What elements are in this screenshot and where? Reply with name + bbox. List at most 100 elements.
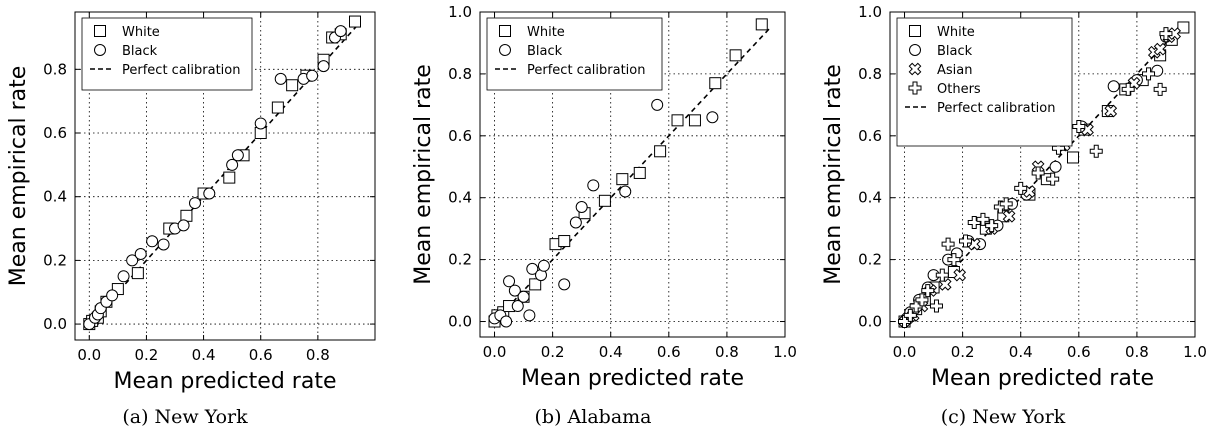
data-point-others	[959, 234, 973, 248]
data-point-asian	[953, 268, 967, 282]
x-tick-label: 0.4	[1009, 343, 1033, 361]
data-point-black	[526, 262, 539, 275]
data-point-others	[915, 293, 929, 307]
x-tick-label: 0.6	[249, 346, 273, 364]
data-point-white	[671, 114, 684, 127]
data-point-black	[134, 248, 147, 261]
data-point-black	[146, 235, 159, 248]
data-point-white	[654, 145, 667, 158]
data-point-white	[349, 15, 361, 28]
panel-caption: (a) New York	[122, 406, 248, 428]
legend-label-asian: Asian	[937, 63, 972, 78]
legend-box	[486, 17, 663, 91]
y-axis-label: Mean empirical rate	[6, 66, 31, 287]
data-point-white	[633, 166, 646, 179]
legend-label-black: Black	[122, 44, 158, 59]
y-tick-label: 0.0	[448, 313, 472, 331]
legend-marker-white	[94, 25, 106, 37]
plot-frame	[889, 11, 1196, 338]
marker-shape	[908, 62, 922, 76]
data-point-black	[189, 197, 201, 210]
data-point-black	[126, 254, 139, 267]
data-point-white	[598, 194, 611, 207]
data-point-black	[706, 111, 719, 124]
legend-label-white: White	[527, 25, 565, 40]
x-tick-label: 1.0	[773, 343, 797, 361]
data-point-others	[941, 237, 955, 251]
legend: White Black Perfect calibration	[486, 17, 663, 91]
x-tick-label: 0.6	[1067, 343, 1091, 361]
data-point-others	[909, 299, 923, 313]
y-tick-label: 0.4	[858, 189, 882, 207]
legend: White Black Asian Others Perfect calibration	[896, 17, 1073, 147]
x-tick-label: 0.2	[541, 343, 565, 361]
x-tick-label: 0.8	[306, 346, 330, 364]
data-point-others	[976, 212, 990, 226]
legend-marker-black	[94, 44, 106, 56]
data-point-white	[709, 77, 722, 90]
data-point-others	[1072, 120, 1086, 134]
data-point-black	[231, 149, 244, 162]
y-tick-label: 0.6	[448, 127, 472, 145]
data-point-black	[203, 187, 216, 200]
legend-label-perfect-calibration: Perfect calibration	[937, 101, 1055, 116]
marker-shape	[1002, 209, 1016, 223]
data-point-others	[929, 299, 943, 313]
legend-box	[81, 17, 253, 91]
legend: White Black Perfect calibration	[81, 17, 253, 91]
data-point-black	[558, 278, 571, 291]
legend-marker-others	[908, 81, 922, 95]
y-tick-label: 0.8	[448, 65, 472, 83]
data-point-others	[999, 197, 1013, 211]
legend-marker-black	[909, 44, 921, 56]
y-tick-label: 0.8	[43, 60, 67, 78]
x-tick-label: 0.8	[715, 343, 739, 361]
data-point-black	[117, 270, 130, 283]
chart-panel-3: 0.0 0.2 0.4 0.6 0.8 1.0 0.0 0.2 0.4 0.6 0.8 1.0 Whit…	[821, 3, 1207, 428]
legend-marker-white	[499, 25, 511, 37]
y-tick-label: 1.0	[858, 3, 882, 21]
y-tick-label: 0.0	[858, 313, 882, 331]
legend-label-white: White	[122, 25, 160, 40]
x-tick-label: 0.0	[483, 343, 507, 361]
data-point-asian	[1002, 209, 1016, 223]
plot-frame	[74, 11, 376, 341]
data-point-black	[619, 185, 632, 198]
x-tick-label: 0.0	[893, 343, 917, 361]
marker-shape	[1168, 27, 1182, 41]
data-point-white	[558, 235, 571, 248]
y-tick-label: 0.2	[43, 251, 67, 269]
x-tick-label: 1.0	[1183, 343, 1207, 361]
y-tick-label: 0.2	[448, 251, 472, 269]
x-tick-label: 0.6	[657, 343, 681, 361]
data-point-black	[587, 179, 600, 192]
data-point-others	[967, 215, 981, 229]
data-point-black	[106, 289, 119, 302]
data-point-others	[903, 308, 917, 322]
data-point-black	[226, 158, 239, 171]
x-tick-label: 0.0	[77, 346, 101, 364]
legend-box	[896, 17, 1073, 147]
y-tick-label: 1.0	[448, 3, 472, 21]
data-point-others	[1153, 82, 1167, 96]
data-point-black	[508, 284, 521, 297]
legend-label-others: Others	[937, 82, 981, 97]
data-point-others	[935, 268, 949, 282]
y-tick-label: 0.4	[43, 188, 67, 206]
y-tick-label: 0.0	[43, 315, 67, 333]
data-point-black	[651, 98, 664, 111]
data-point-white	[529, 278, 542, 291]
data-point-white	[755, 18, 768, 31]
data-point-asian	[1168, 27, 1182, 41]
data-point-others	[1121, 82, 1135, 96]
data-point-black	[157, 238, 170, 251]
legend-marker-white	[909, 25, 921, 37]
data-point-others	[985, 219, 999, 233]
data-point-black	[537, 259, 550, 272]
x-tick-label: 0.2	[134, 346, 158, 364]
data-point-others	[898, 315, 912, 329]
legend-label-black: Black	[937, 44, 973, 59]
y-tick-label: 0.4	[448, 189, 472, 207]
data-point-black	[511, 300, 524, 313]
legend-label-perfect-calibration: Perfect calibration	[527, 63, 645, 78]
